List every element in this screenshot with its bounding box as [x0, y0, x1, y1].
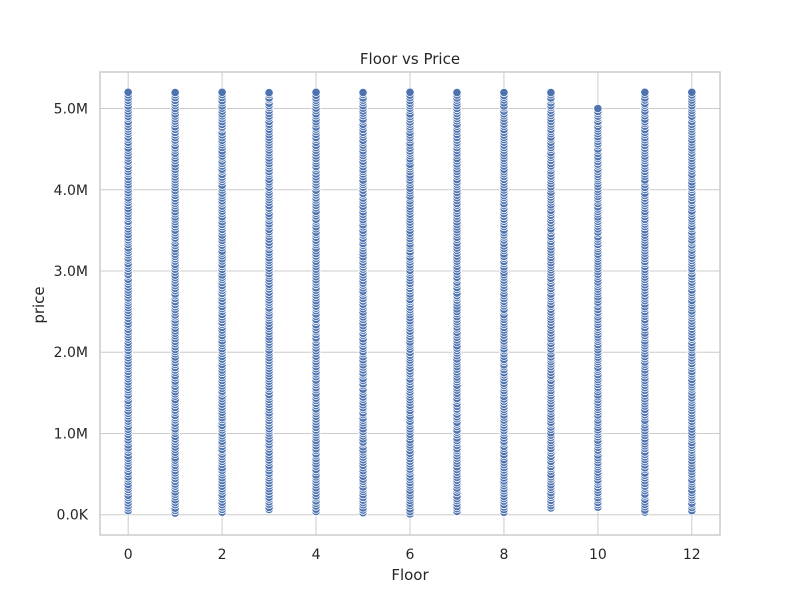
x-tick-label: 8: [499, 547, 508, 563]
y-axis-label: price: [30, 286, 48, 323]
data-point: [687, 87, 697, 97]
data-points: [123, 87, 697, 519]
y-tick-label: 2.0M: [54, 345, 88, 361]
chart-title: Floor vs Price: [360, 50, 460, 68]
data-point: [170, 87, 180, 98]
data-point: [217, 87, 227, 97]
y-tick-label: 5.0M: [54, 102, 88, 118]
data-point: [358, 87, 368, 98]
y-axis-ticks: 0.0K 1.0M 2.0M 3.0M 4.0M 5.0M: [54, 102, 89, 524]
x-axis-label: Floor: [391, 566, 429, 584]
data-point: [640, 87, 650, 97]
data-point: [123, 87, 133, 97]
data-point: [499, 87, 509, 98]
x-tick-label: 6: [406, 547, 415, 563]
plot-area-frame: [99, 71, 721, 536]
data-point: [405, 87, 415, 97]
data-point: [264, 88, 274, 98]
x-tick-label: 10: [589, 547, 607, 563]
data-point: [546, 87, 556, 98]
y-tick-label: 3.0M: [54, 264, 88, 280]
x-tick-label: 4: [312, 547, 321, 563]
x-tick-label: 2: [218, 547, 227, 563]
data-point: [311, 87, 321, 97]
y-tick-label: 1.0M: [54, 426, 88, 442]
x-tick-label: 0: [124, 547, 133, 563]
data-point: [452, 87, 462, 98]
x-tick-label: 12: [683, 547, 701, 563]
data-point: [593, 103, 603, 114]
y-tick-label: 4.0M: [54, 183, 88, 199]
y-tick-label: 0.0K: [57, 508, 89, 524]
x-axis-ticks: 0 2 4 6 8 10 12: [124, 547, 701, 563]
